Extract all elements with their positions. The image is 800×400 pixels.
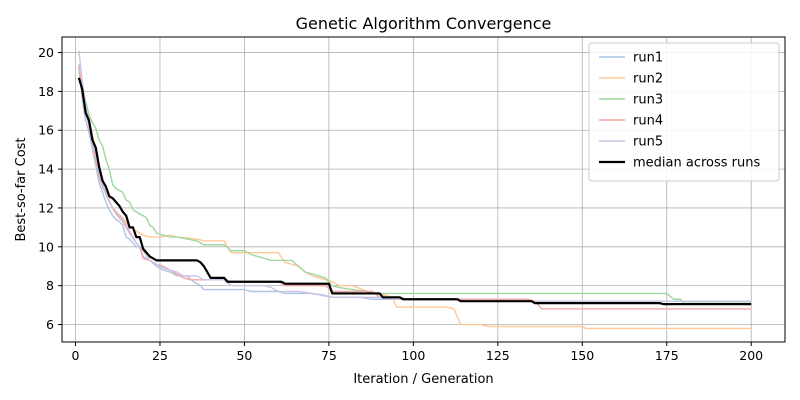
y-tick-label: 14	[38, 162, 54, 177]
x-tick-label: 50	[236, 348, 252, 363]
series-line-5	[77, 77, 752, 306]
ticks: 0 25 50 75 100 125 150 175 200 6 8 10 12 14 16 18 20	[38, 45, 763, 363]
legend: run1 run2 run3 run4 run5 median across runs	[588, 42, 780, 182]
series-line-2	[78, 67, 752, 304]
legend-label: run4	[633, 114, 663, 129]
x-axis-label: Iteration / Generation	[353, 372, 493, 387]
legend-label: run2	[633, 72, 663, 87]
x-tick-label: 150	[570, 348, 594, 363]
y-tick-label: 8	[46, 278, 54, 293]
series-layer	[77, 50, 752, 330]
series-line-4	[78, 50, 752, 302]
legend-label: median across runs	[633, 156, 760, 171]
y-tick-label: 16	[38, 123, 54, 138]
x-tick-label: 175	[655, 348, 679, 363]
y-tick-label: 18	[38, 84, 54, 99]
y-tick-label: 6	[46, 317, 54, 332]
chart-title: Genetic Algorithm Convergence	[296, 14, 552, 33]
y-axis-label: Best-so-far Cost	[14, 137, 29, 241]
x-tick-label: 125	[486, 348, 510, 363]
x-tick-label: 200	[739, 348, 763, 363]
y-tick-label: 12	[38, 200, 54, 215]
x-tick-label: 0	[72, 348, 80, 363]
y-tick-label: 10	[38, 239, 54, 254]
plot-frame	[61, 36, 786, 343]
legend-box	[588, 42, 780, 182]
legend-label: run3	[633, 93, 663, 108]
y-tick-label: 20	[38, 45, 54, 60]
legend-label: run5	[633, 135, 663, 150]
x-tick-label: 75	[321, 348, 337, 363]
x-tick-label: 100	[401, 348, 425, 363]
x-tick-label: 25	[152, 348, 168, 363]
legend-label: run1	[633, 51, 663, 66]
